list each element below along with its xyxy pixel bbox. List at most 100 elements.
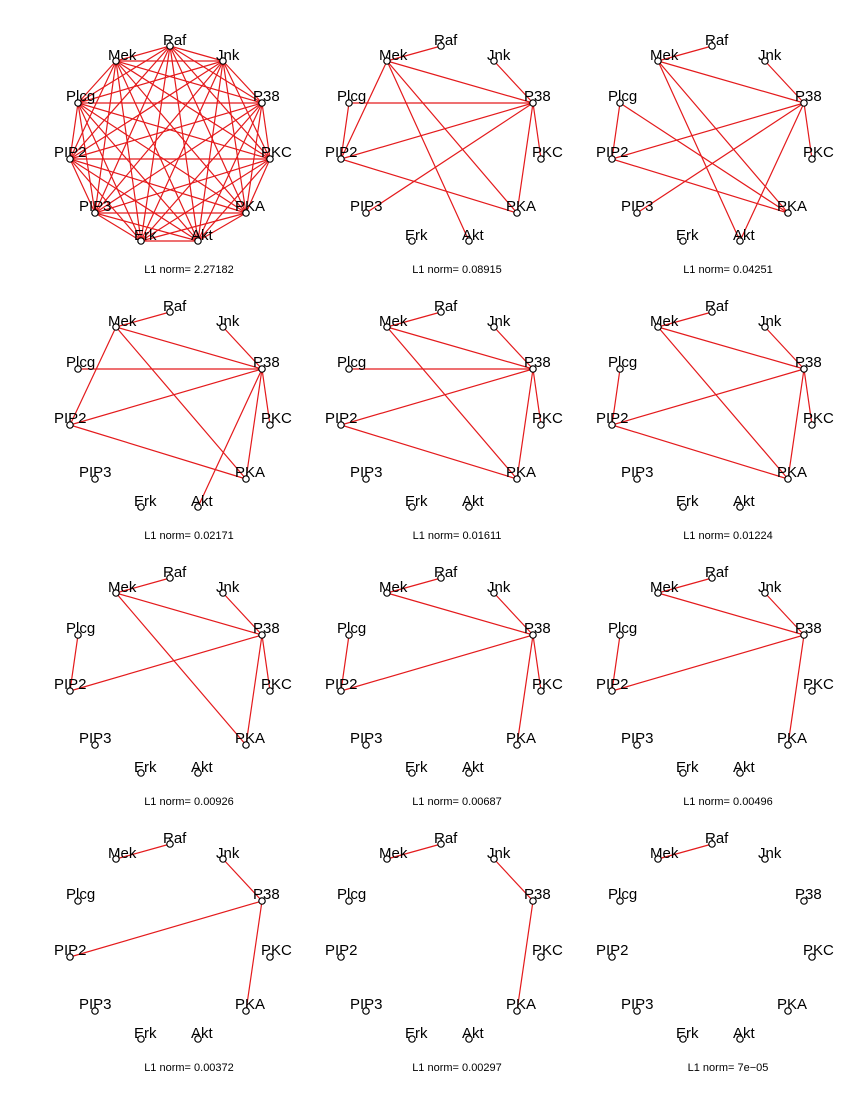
panel-caption: L1 norm= 2.27182 bbox=[144, 264, 234, 276]
node-label: P38 bbox=[253, 620, 280, 637]
node-marker bbox=[679, 769, 687, 777]
node-marker bbox=[513, 209, 521, 217]
panel-caption: L1 norm= 0.00687 bbox=[412, 796, 502, 808]
node-marker bbox=[529, 631, 537, 639]
edge-line bbox=[386, 326, 534, 370]
edge-line bbox=[636, 102, 805, 214]
node-label: PKA bbox=[777, 198, 807, 215]
edge-line bbox=[245, 102, 263, 214]
edge-line bbox=[787, 634, 805, 746]
panel-caption: L1 norm= 0.00496 bbox=[683, 796, 773, 808]
node-marker bbox=[219, 57, 227, 65]
edge-line bbox=[69, 424, 247, 480]
edge-line bbox=[69, 900, 263, 958]
node-marker bbox=[808, 421, 816, 429]
node-marker bbox=[266, 953, 274, 961]
edge-group bbox=[69, 311, 271, 508]
edge-line bbox=[140, 158, 271, 242]
node-label: PKC bbox=[261, 942, 292, 959]
node-marker bbox=[800, 631, 808, 639]
node-marker bbox=[708, 840, 716, 848]
node-marker bbox=[362, 209, 370, 217]
node-marker bbox=[437, 308, 445, 316]
node-label: P38 bbox=[524, 354, 551, 371]
edge-line bbox=[69, 634, 263, 692]
node-label: Plcg bbox=[337, 354, 366, 371]
node-marker bbox=[784, 1007, 792, 1015]
edge-line bbox=[140, 102, 263, 242]
node-label: Plcg bbox=[66, 886, 95, 903]
node-label: PKA bbox=[506, 996, 536, 1013]
edge-line bbox=[657, 311, 713, 328]
node-label: Plcg bbox=[608, 88, 637, 105]
edge-line bbox=[493, 858, 534, 902]
node-label: PIP3 bbox=[79, 996, 112, 1013]
edge-line bbox=[77, 60, 117, 104]
node-marker bbox=[258, 99, 266, 107]
edge-line bbox=[69, 102, 263, 160]
node-label: PIP2 bbox=[54, 942, 87, 959]
node-label: PIP3 bbox=[350, 464, 383, 481]
node-marker bbox=[219, 855, 227, 863]
node-label: PIP2 bbox=[325, 676, 358, 693]
panel-caption: L1 norm= 7e−05 bbox=[688, 1062, 769, 1074]
edge-line bbox=[619, 102, 789, 214]
node-marker bbox=[437, 42, 445, 50]
edge-line bbox=[140, 45, 171, 242]
node-label: PIP3 bbox=[621, 464, 654, 481]
node-label: P38 bbox=[524, 886, 551, 903]
edge-line bbox=[115, 326, 247, 480]
node-marker bbox=[137, 503, 145, 511]
edge-line bbox=[94, 60, 224, 214]
node-marker bbox=[74, 897, 82, 905]
edge-line bbox=[516, 900, 534, 1012]
edge-line bbox=[340, 60, 388, 160]
node-marker bbox=[633, 475, 641, 483]
node-marker bbox=[608, 155, 616, 163]
edge-line bbox=[657, 60, 789, 214]
edge-line bbox=[340, 102, 534, 160]
edge-line bbox=[69, 326, 117, 426]
node-label: PKC bbox=[261, 676, 292, 693]
edge-line bbox=[222, 858, 263, 902]
node-marker bbox=[800, 99, 808, 107]
node-marker bbox=[362, 741, 370, 749]
node-marker bbox=[679, 1035, 687, 1043]
node-label: Plcg bbox=[66, 354, 95, 371]
node-marker bbox=[465, 1035, 473, 1043]
edge-line bbox=[261, 634, 271, 692]
node-label: PIP3 bbox=[79, 730, 112, 747]
edge-line bbox=[69, 102, 79, 160]
edge-line bbox=[222, 592, 263, 636]
node-marker bbox=[437, 574, 445, 582]
node-marker bbox=[608, 421, 616, 429]
node-label: PKC bbox=[532, 144, 563, 161]
edge-line bbox=[77, 102, 271, 160]
node-marker bbox=[708, 308, 716, 316]
node-label: PIP2 bbox=[596, 410, 629, 427]
node-label: PIP2 bbox=[325, 942, 358, 959]
node-label: PKC bbox=[532, 676, 563, 693]
edge-line bbox=[115, 592, 263, 636]
node-marker bbox=[194, 237, 202, 245]
node-marker bbox=[761, 589, 769, 597]
edge-line bbox=[611, 368, 621, 426]
edge-line bbox=[94, 158, 271, 214]
node-label: PIP3 bbox=[621, 730, 654, 747]
edge-line bbox=[115, 577, 171, 594]
edge-line bbox=[69, 60, 117, 160]
node-marker bbox=[258, 365, 266, 373]
edge-group bbox=[69, 577, 271, 746]
node-marker bbox=[784, 741, 792, 749]
node-label: PIP3 bbox=[350, 198, 383, 215]
panel-caption: L1 norm= 0.00297 bbox=[412, 1062, 502, 1074]
edge-line bbox=[493, 60, 534, 104]
node-marker bbox=[679, 503, 687, 511]
edge-line bbox=[611, 634, 805, 692]
node-label: Plcg bbox=[337, 886, 366, 903]
edge-line bbox=[532, 368, 542, 426]
